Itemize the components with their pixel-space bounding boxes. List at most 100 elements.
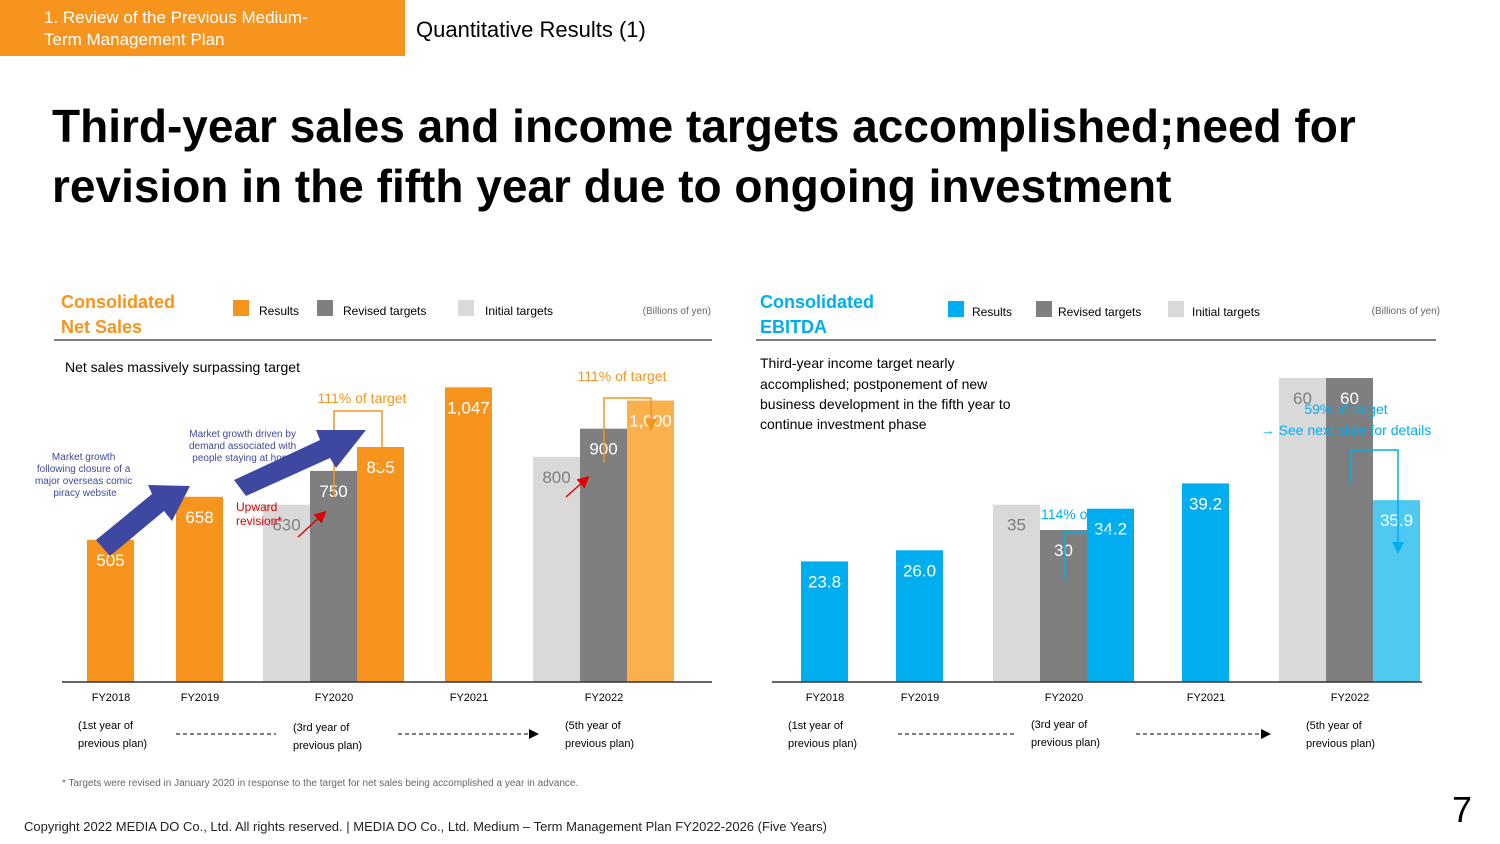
plan-note-1st-line1: (1st year of [78,720,134,732]
net-sales-x-tick-fy2019: FY2019 [181,692,220,704]
ebitda-bar-result-fy2019 [896,550,943,682]
net-sales-x-tick-fy2018: FY2018 [92,692,131,704]
net-sales-bar-revised-fy2022 [580,428,627,682]
growth-note-2: Market growth driven by demand associate… [189,429,299,464]
section-tag-line2: Term Management Plan [44,30,225,49]
net-sales-x-tick-fy2020: FY2020 [315,692,354,704]
legend-results-label-ebitda: Results [972,305,1012,319]
fy2022-target-bracket [603,397,657,462]
net-sales-bar-revised-fy2020 [310,470,357,682]
net-sales-label-result-fy2019: 658 [185,508,213,527]
revision-arrow-fy2020 [297,510,327,538]
growth-arrow-2 [234,430,366,496]
fy2022-ebitda-target-line1: 59% of target [1304,401,1387,417]
ebitda-bars: 23.8 FY2018 26.0 FY2019 35 30 34.2 FY2020 39.2 FY… [801,378,1420,704]
ebitda-bar-initial-fy2022 [1279,378,1326,682]
plan-note-5th-line2-ebitda: previous plan) [1306,738,1375,750]
section-tag: 1. Review of the Previous Medium- Term M… [0,0,405,56]
headline-line1: Third-year sales and income targets acco… [52,100,1356,152]
ebitda-comment-line1: Third-year income target nearly [760,355,955,371]
growth-arrow-1 [96,485,190,556]
ebitda-comment-line2: accomplished; postponement of new [760,376,988,392]
plan-note-1st-line2-ebitda: previous plan) [788,738,857,750]
plan-note-3rd-line2-ebitda: previous plan) [1031,737,1100,749]
net-sales-title-line1: Consolidated [61,292,175,312]
ebitda-bar-revised-fy2020 [1040,530,1087,682]
ebitda-x-tick-fy2022: FY2022 [1331,692,1370,704]
plan-note-5th-line2: previous plan) [565,738,634,750]
ebitda-x-tick-fy2020: FY2020 [1045,692,1084,704]
ebitda-x-tick-fy2019: FY2019 [901,692,940,704]
ebitda-x-tick-fy2018: FY2018 [806,692,845,704]
fy2022-target-label: 111% of target [578,368,667,384]
ebitda-bar-revised-fy2022 [1326,378,1373,682]
upward-revision-note: Upward revision* [236,500,282,528]
growth-note-2-line1: Market growth driven by [189,429,296,440]
net-sales-bar-result-fy2022 [627,400,674,682]
growth-note-2-line2: demand associated with [189,441,296,452]
upward-revision-line1: Upward [236,500,277,514]
growth-note-1: Market growth following closure of a maj… [35,452,135,499]
growth-note-2-line3: people staying at home [192,453,296,464]
revision-arrow-fy2022 [565,475,590,498]
unit-label-ebitda: (Billions of yen) [1372,306,1440,317]
legend-revised-label: Revised targets [343,304,426,318]
ebitda-comment-line4: continue investment phase [760,416,927,432]
upward-revision-line2: revision* [236,514,282,528]
fy2020-ebitda-target-label: 114% of target [1041,506,1131,522]
ebitda-chart: Consolidated EBITDA Results Revised targ… [756,292,1440,750]
ebitda-bar-initial-fy2020 [993,504,1040,682]
page-title: Third-year sales and income targets acco… [52,96,1492,216]
fy2020-ebitda-target-bracket [1064,531,1118,579]
fy2022-ebitda-target-bracket [1350,449,1404,554]
ebitda-bar-result-fy2021 [1182,483,1229,682]
ebitda-label-initial-fy2022: 60 [1293,389,1312,408]
net-sales-title-line2: Net Sales [61,317,142,337]
growth-note-1-line3: major overseas comic [35,476,132,487]
growth-note-1-line1: Market growth [52,452,115,463]
net-sales-label-initial-fy2022: 800 [542,468,570,487]
legend-swatch-results [233,300,249,316]
ebitda-title-line2: EBITDA [760,317,827,337]
net-sales-bar-result-fy2020 [357,446,404,682]
legend-swatch-revised-ebitda [1036,301,1052,317]
legend-initial-label-ebitda: Initial targets [1192,305,1260,319]
net-sales-plan-timeline: (1st year of previous plan) (3rd year of… [78,720,634,752]
fy2020-target-label: 111% of target [318,390,407,406]
net-sales-comment: Net sales massively surpassing target [65,359,300,375]
net-sales-bar-result-fy2019 [176,496,223,682]
ebitda-x-tick-fy2021: FY2021 [1187,692,1226,704]
legend-swatch-revised [317,300,333,316]
legend-results-label: Results [259,304,299,318]
ebitda-label-result-fy2020: 34.2 [1094,520,1127,539]
ebitda-label-result-fy2021: 39.2 [1189,494,1222,513]
copyright: Copyright 2022 MEDIA DO Co., Ltd. All ri… [24,819,827,834]
ebitda-plan-timeline: (1st year of previous plan) (3rd year of… [788,719,1375,750]
ebitda-label-initial-fy2020: 35 [1007,516,1026,535]
net-sales-x-tick-fy2022: FY2022 [585,692,624,704]
legend-revised-label-ebitda: Revised targets [1058,305,1141,319]
net-sales-label-result-fy2021: 1,047 [447,398,490,417]
plan-note-3rd-line1-ebitda: (3rd year of [1031,719,1088,731]
fy2022-ebitda-target-line2: → See next slide for details [1261,422,1431,438]
ebitda-label-result-fy2019: 26.0 [903,561,936,580]
plan-note-1st-line2: previous plan) [78,738,147,750]
plan-note-1st-line1-ebitda: (1st year of [788,720,844,732]
ebitda-bar-result-fy2022 [1373,500,1420,682]
unit-label: (Billions of yen) [643,306,711,317]
section-tag-line1: 1. Review of the Previous Medium- [44,8,308,27]
ebitda-comment: Third-year income target nearly accompli… [760,355,1014,432]
footnote: * Targets were revised in January 2020 i… [62,778,579,789]
ebitda-label-revised-fy2022: 60 [1340,389,1359,408]
ebitda-label-result-fy2018: 23.8 [808,572,841,591]
net-sales-bar-result-fy2021 [445,387,492,682]
net-sales-x-tick-fy2021: FY2021 [450,692,489,704]
slide-subtitle: Quantitative Results (1) [416,17,646,42]
net-sales-chart: Consolidated Net Sales Results Revised t… [35,292,712,752]
net-sales-bars: 505FY2018658FY2019630750835FY20201,047FY… [87,387,674,704]
ebitda-title-line1: Consolidated [760,292,874,312]
ebitda-bar-result-fy2020 [1087,508,1134,682]
plan-note-3rd-line1: (3rd year of [293,722,350,734]
ebitda-label-revised-fy2020: 30 [1054,541,1073,560]
